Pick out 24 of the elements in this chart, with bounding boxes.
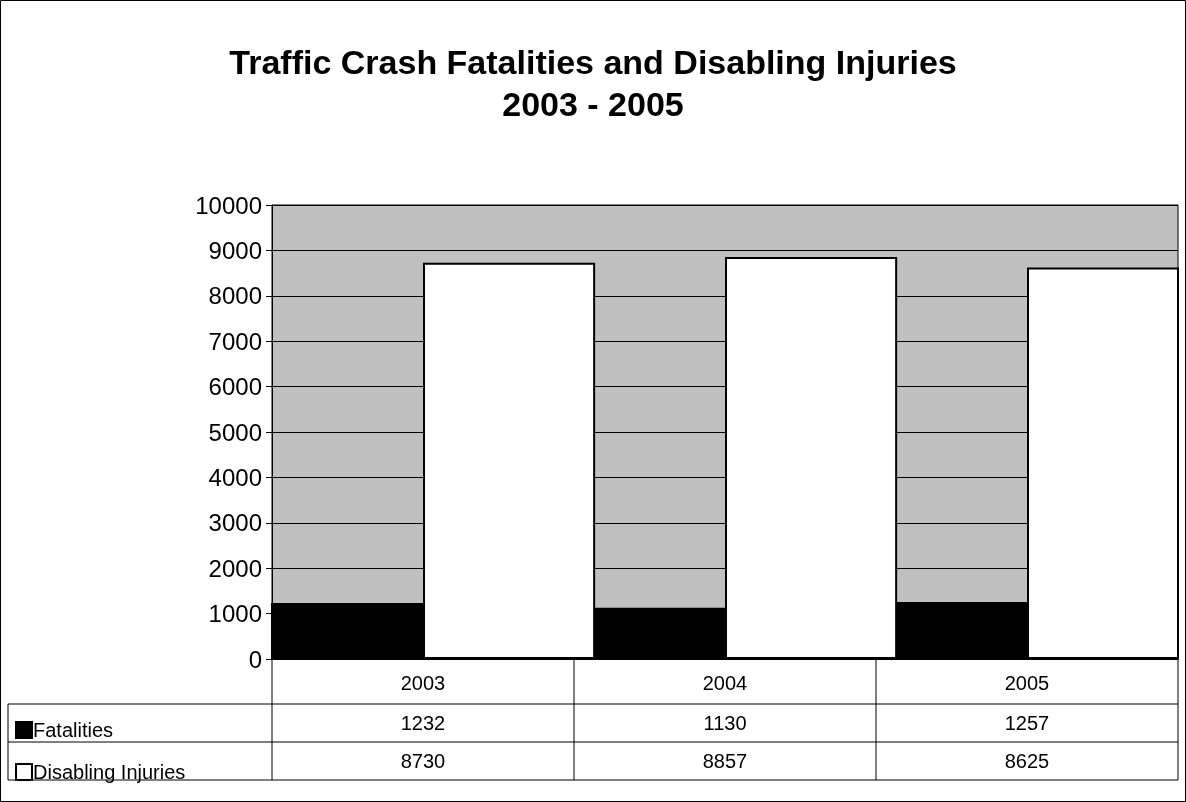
data-label: 8625 <box>1004 750 1050 772</box>
y-tick-label: 6000 <box>208 373 262 401</box>
y-tick-label: 2000 <box>208 554 262 582</box>
x-tick-label: 2005 <box>1004 672 1050 694</box>
legend-label: Disabling Injuries <box>33 761 186 783</box>
y-tick-label: 9000 <box>208 236 262 264</box>
data-label: 1257 <box>1004 712 1050 734</box>
y-tick-label: 3000 <box>208 509 262 537</box>
y-tick-label: 5000 <box>208 418 262 446</box>
y-tick-label: 0 <box>248 645 262 673</box>
data-label: 1232 <box>400 712 446 734</box>
chart-subtitle: 2003 - 2005 <box>502 85 684 123</box>
data-label: 8857 <box>702 750 748 772</box>
y-tick-label: 10000 <box>195 191 262 219</box>
x-tick-label: 2004 <box>702 672 748 694</box>
chart-title: Traffic Crash Fatalities and Disabling Injuries <box>229 43 957 81</box>
data-label: 1130 <box>703 712 747 734</box>
legend-label: Fatalities <box>33 719 114 741</box>
y-tick-label: 4000 <box>208 463 262 491</box>
y-tick-label: 8000 <box>208 282 262 310</box>
y-tick-label: 7000 <box>208 327 262 355</box>
x-tick-label: 2003 <box>400 672 446 694</box>
y-tick-label: 1000 <box>208 600 262 628</box>
data-label: 8730 <box>400 750 446 772</box>
